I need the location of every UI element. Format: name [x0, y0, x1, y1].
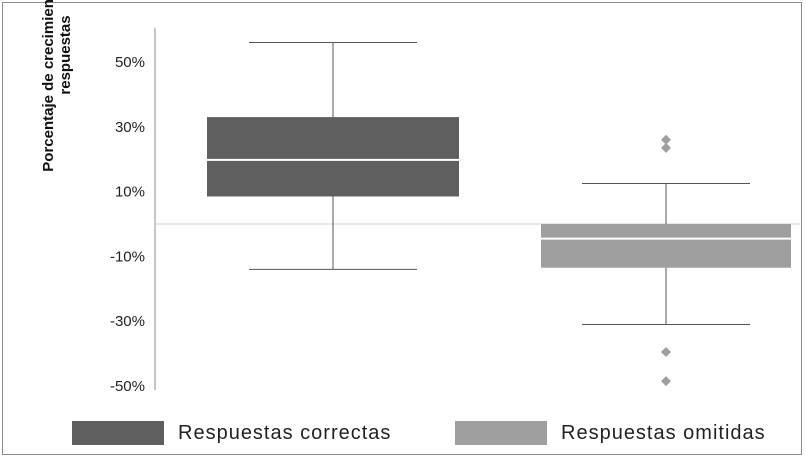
y-axis-title: Porcentaje de crecimiento en las respues…	[40, 0, 74, 172]
outlier-1-0	[661, 134, 671, 145]
y-tick-label: 50%	[115, 54, 145, 71]
outlier-1-1	[661, 142, 671, 153]
chart-frame	[2, 2, 802, 455]
y-tick-label: 30%	[115, 119, 145, 136]
legend-swatch-correctas	[72, 421, 164, 445]
box-1	[541, 224, 791, 268]
legend-label-correctas: Respuestas correctas	[178, 421, 392, 444]
y-tick-label: 10%	[115, 184, 145, 201]
legend-label-omitidas: Respuestas omitidas	[561, 421, 766, 444]
legend-swatch-omitidas	[455, 421, 547, 445]
y-axis-title-wrap: Porcentaje de crecimiento en las respues…	[0, 0, 459, 172]
box-0	[207, 117, 459, 197]
outlier-1-3	[661, 376, 671, 387]
y-tick-label: -50%	[110, 378, 145, 395]
legend-item-correctas: Respuestas correctas	[72, 421, 391, 445]
outlier-1-2	[661, 346, 671, 357]
y-tick-label: -30%	[110, 313, 145, 330]
y-tick-label: -10%	[110, 248, 145, 265]
legend-item-omitidas: Respuestas omitidas	[455, 421, 766, 445]
legend: Respuestas correctas Respuestas omitidas	[0, 421, 806, 451]
